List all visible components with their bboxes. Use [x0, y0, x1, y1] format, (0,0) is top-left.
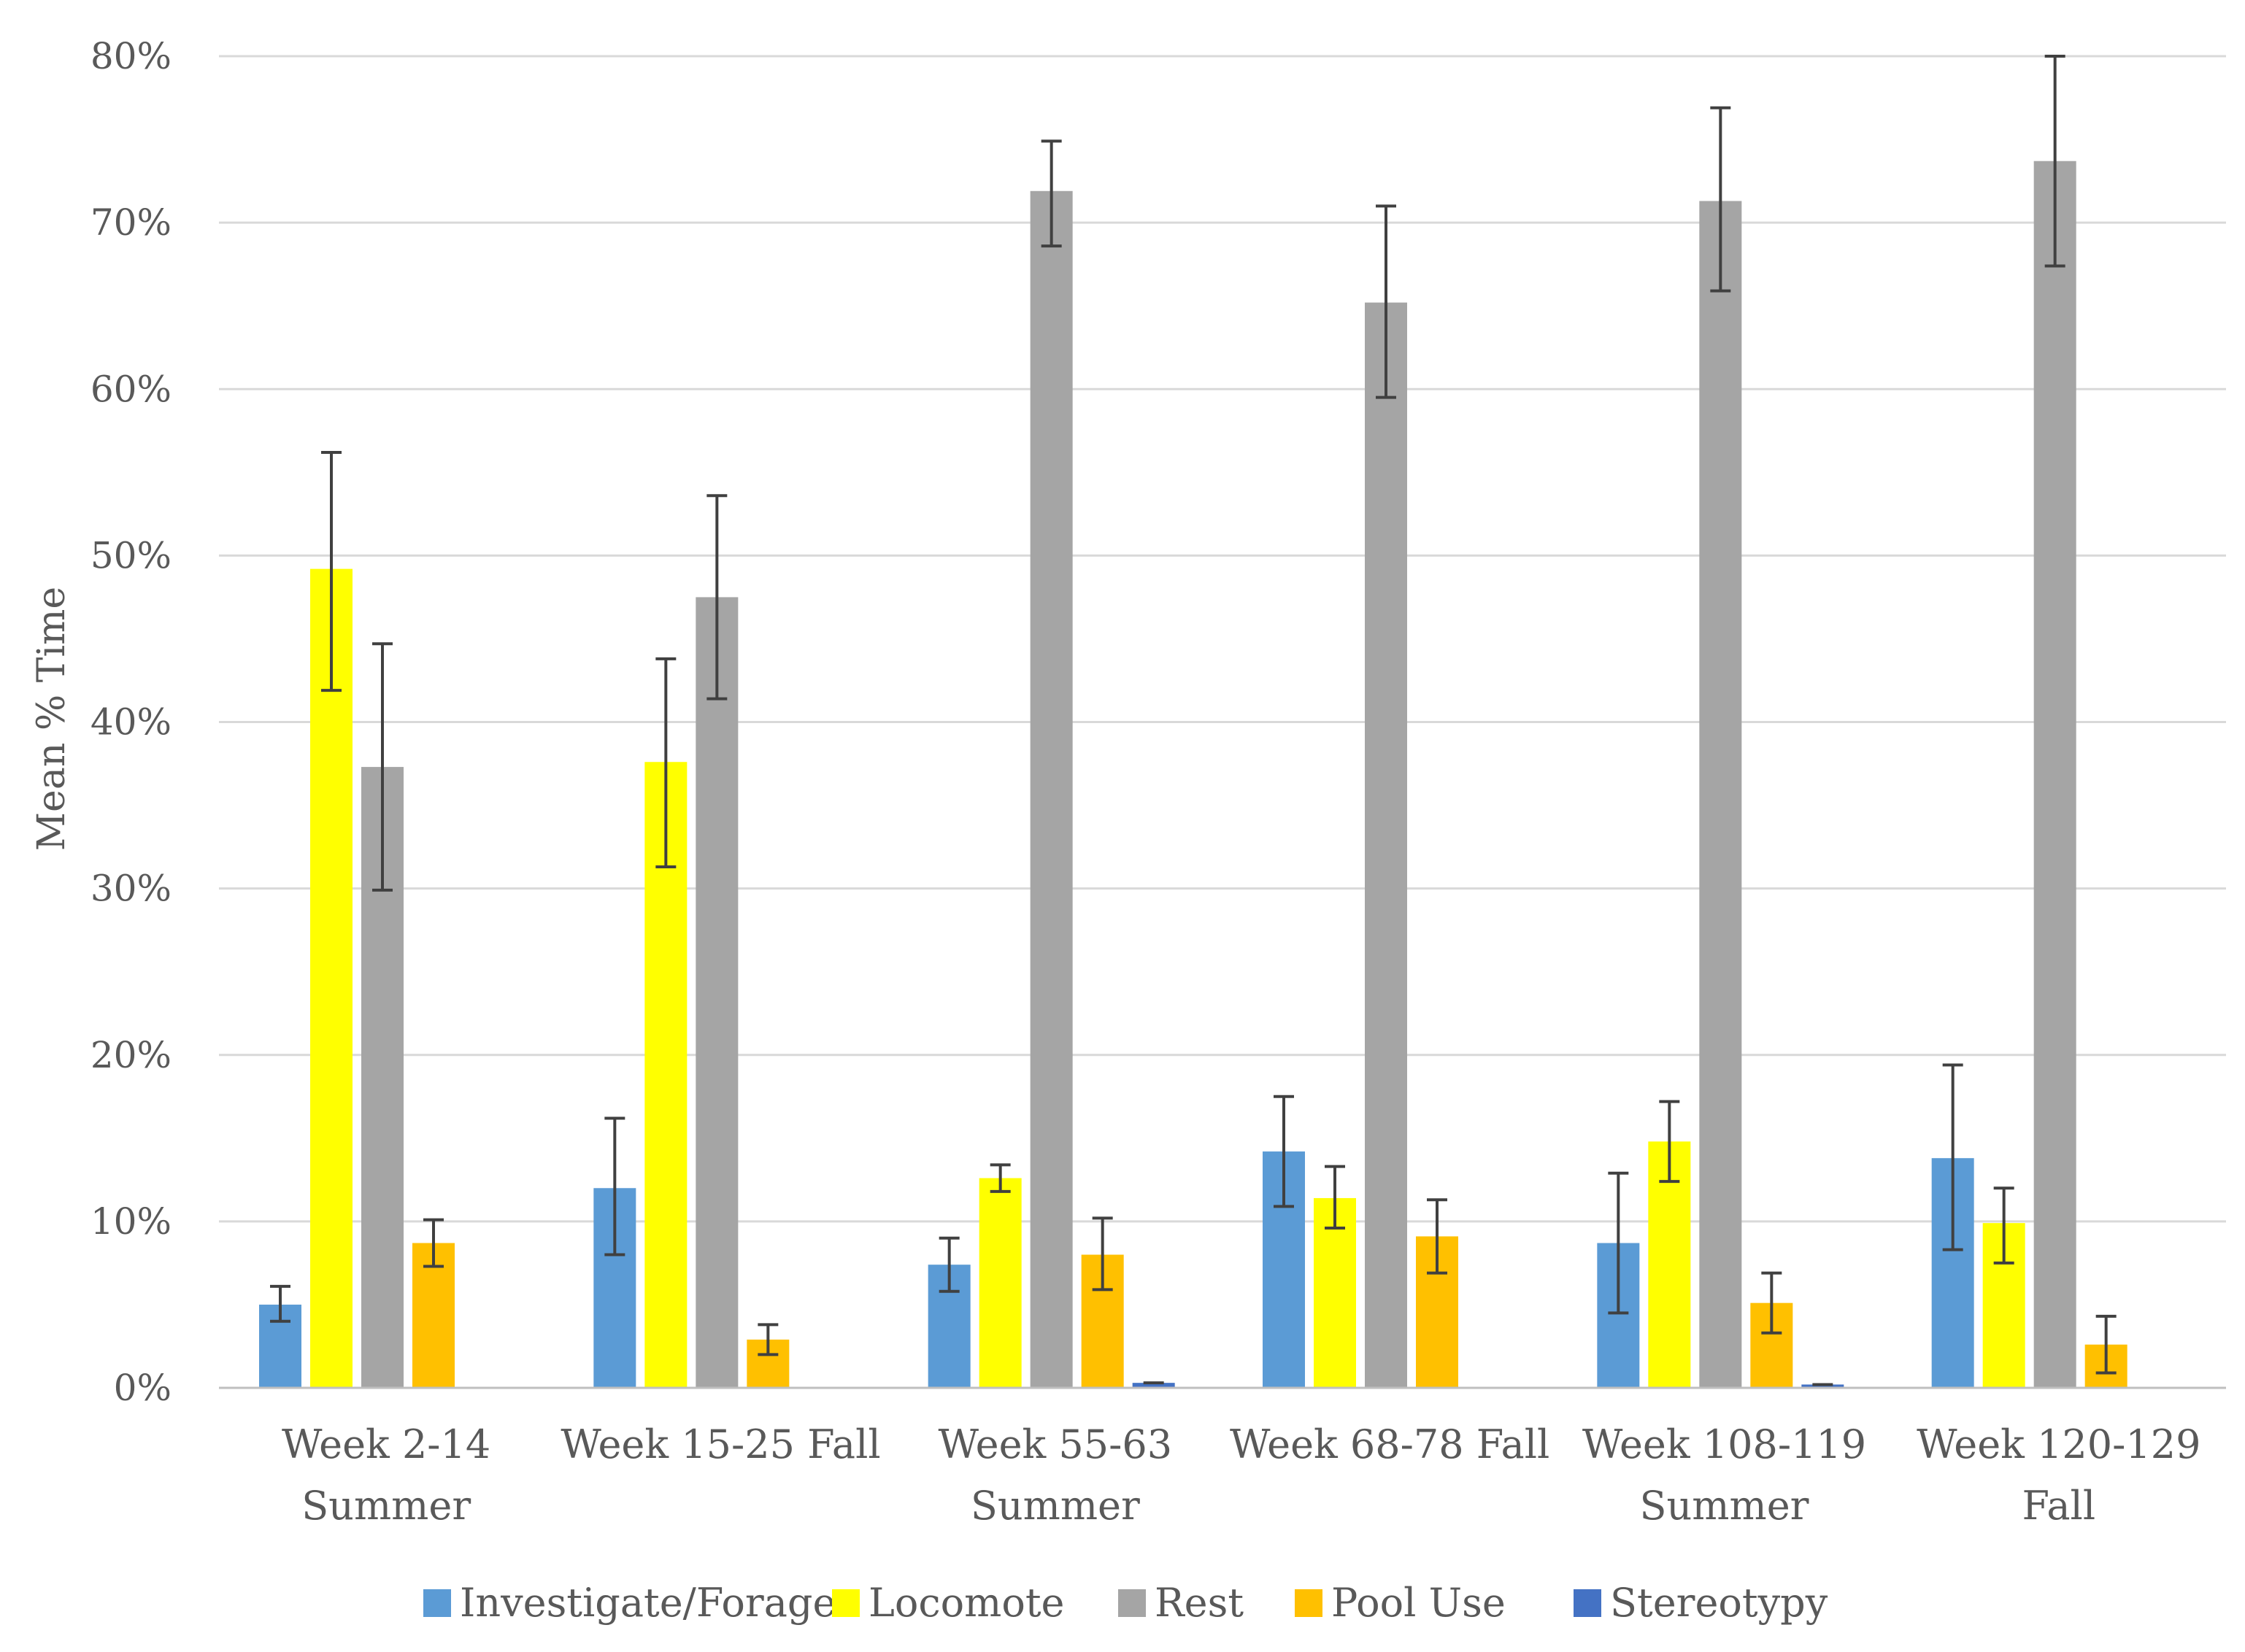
y-axis-ticks: 0% 10% 20% 30% 40% 50% 60% 70% 80% [91, 35, 172, 1409]
x-category-label: Week 2-14 [282, 1421, 490, 1467]
bar-rest-3 [1365, 302, 1407, 1388]
y-tick-label: 70% [91, 201, 172, 244]
bar-rest-2 [1030, 190, 1073, 1388]
legend-swatch-locomote [832, 1589, 860, 1617]
y-tick-label: 80% [91, 35, 172, 77]
legend: Investigate/Forage Locomote Rest Pool Use St… [423, 1580, 1828, 1626]
bar-locomote-3 [1314, 1197, 1356, 1388]
y-tick-label: 30% [91, 868, 172, 910]
y-tick-label: 40% [91, 701, 172, 744]
legend-label-locomote: Locomote [869, 1580, 1065, 1626]
legend-label-rest: Rest [1155, 1580, 1244, 1626]
legend-label-stereotypy: Stereotypy [1610, 1580, 1828, 1626]
x-category-label: Week 68-78 Fall [1230, 1421, 1549, 1467]
legend-swatch-pool-use [1295, 1589, 1322, 1617]
bar-rest-1 [696, 597, 739, 1388]
bar-rest-5 [2033, 161, 2076, 1388]
error-bars [270, 55, 2117, 1386]
legend-label-pool-use: Pool Use [1331, 1580, 1506, 1626]
y-tick-label: 20% [91, 1034, 172, 1076]
y-tick-label: 50% [91, 534, 172, 576]
grid-lines [219, 55, 2226, 1223]
legend-swatch-stereotypy [1574, 1589, 1601, 1617]
x-category-label: Week 108-119 [1582, 1421, 1866, 1467]
x-axis-category-labels: Week 2-14 Summer Week 15-25 Fall Week 55-63… [282, 1421, 2200, 1529]
x-category-label: Week 120-129 [1917, 1421, 2200, 1467]
bar-rest-4 [1699, 201, 1742, 1388]
y-tick-label: 60% [91, 368, 172, 410]
x-category-label: Summer [301, 1483, 471, 1529]
y-tick-label: 0% [114, 1367, 172, 1409]
bar-locomote-0 [310, 568, 353, 1388]
legend-swatch-investigate-forage [423, 1589, 451, 1617]
x-category-label: Week 15-25 Fall [561, 1421, 880, 1467]
bar-stereotypy-4 [1801, 1384, 1844, 1388]
bar-stereotypy-2 [1132, 1383, 1175, 1388]
y-tick-label: 10% [91, 1200, 172, 1243]
bars [259, 161, 2127, 1388]
legend-label-investigate-forage: Investigate/Forage [460, 1580, 836, 1626]
legend-swatch-rest [1118, 1589, 1146, 1617]
x-category-label: Summer [971, 1483, 1140, 1529]
y-axis-title: Mean % Time [30, 587, 74, 851]
x-category-label: Fall [2022, 1483, 2096, 1529]
x-category-label: Week 55-63 [939, 1421, 1173, 1467]
bar-locomote-2 [979, 1178, 1022, 1388]
x-category-label: Summer [1640, 1483, 1809, 1529]
